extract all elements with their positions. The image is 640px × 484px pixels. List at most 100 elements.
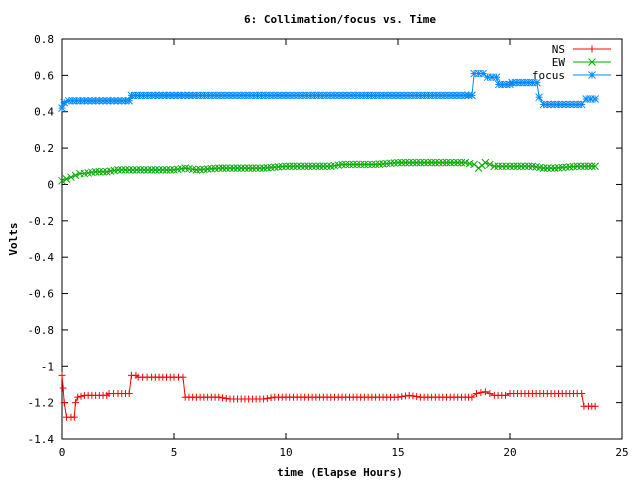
data-point	[577, 162, 585, 171]
data-point	[71, 171, 80, 180]
data-point	[431, 158, 440, 167]
data-point	[513, 162, 522, 171]
data-point	[99, 167, 107, 176]
data-point	[260, 395, 268, 403]
data-point	[166, 91, 175, 100]
data-point	[155, 166, 163, 174]
data-point	[533, 78, 541, 87]
x-tick-label: 5	[171, 446, 178, 459]
data-point	[60, 98, 69, 107]
data-point	[543, 164, 552, 172]
data-point	[547, 164, 555, 172]
data-point	[539, 164, 548, 172]
data-point	[70, 413, 78, 421]
data-point	[74, 393, 82, 401]
data-point	[215, 393, 223, 401]
y-axis-label: Volts	[7, 222, 20, 255]
data-point	[95, 96, 104, 105]
data-point	[151, 166, 160, 174]
data-point	[226, 164, 234, 172]
data-point	[405, 391, 413, 399]
data-point	[465, 159, 474, 168]
data-point	[412, 158, 421, 167]
x-tick-label: 20	[503, 446, 516, 459]
data-point	[256, 164, 264, 172]
data-point	[409, 158, 417, 167]
data-point	[289, 162, 298, 171]
data-point	[77, 392, 85, 400]
data-point	[591, 95, 599, 103]
data-point	[125, 166, 134, 174]
y-tick-label: 0.8	[34, 33, 54, 46]
data-point	[64, 96, 73, 105]
data-point	[300, 162, 309, 171]
data-point	[132, 166, 141, 174]
data-point	[144, 166, 152, 174]
data-point	[502, 391, 510, 399]
data-point	[457, 158, 466, 167]
data-point	[446, 158, 455, 167]
y-tick-label: 0	[47, 178, 54, 191]
data-point	[490, 162, 499, 171]
data-point	[315, 162, 324, 171]
y-tick-label: -0.4	[28, 251, 55, 264]
series-ew	[58, 158, 599, 185]
data-point	[244, 164, 253, 172]
data-point	[147, 91, 156, 100]
data-point	[397, 158, 406, 167]
data-point	[323, 162, 331, 171]
data-point	[405, 158, 414, 167]
data-point	[502, 162, 510, 171]
data-point	[158, 166, 167, 174]
x-tick-label: 15	[391, 446, 404, 459]
data-point	[479, 69, 487, 78]
data-point	[524, 162, 533, 171]
data-point	[364, 160, 372, 169]
data-point	[517, 162, 526, 171]
data-point	[413, 393, 421, 401]
data-point	[91, 96, 100, 105]
data-point	[319, 162, 328, 171]
legend-marker	[588, 71, 596, 79]
series-ns	[58, 371, 599, 421]
data-point	[409, 392, 417, 400]
data-point	[162, 166, 171, 174]
data-point	[308, 162, 316, 171]
data-point	[140, 166, 148, 174]
y-tick-label: -1.4	[28, 433, 55, 446]
data-point	[263, 394, 271, 402]
data-point	[121, 166, 130, 174]
data-point	[435, 158, 443, 167]
data-point	[59, 384, 67, 392]
data-point	[578, 390, 586, 398]
data-point	[461, 158, 470, 167]
data-point	[509, 162, 518, 171]
legend-marker	[588, 45, 596, 53]
chart-title: 6: Collimation/focus vs. Time	[244, 13, 436, 26]
data-point	[401, 392, 409, 400]
data-point	[267, 394, 275, 402]
data-point	[173, 91, 182, 100]
data-point	[237, 164, 246, 172]
data-point	[293, 162, 302, 171]
data-point	[67, 173, 75, 182]
x-tick-label: 0	[59, 446, 66, 459]
data-point	[58, 371, 66, 379]
data-point	[338, 160, 346, 169]
data-point	[470, 160, 479, 169]
data-point	[58, 176, 66, 185]
x-tick-label: 25	[615, 446, 628, 459]
data-point	[218, 164, 227, 172]
data-point	[341, 160, 350, 169]
data-point	[282, 162, 290, 171]
data-point	[136, 166, 145, 174]
x-tick-label: 10	[279, 446, 292, 459]
data-point	[60, 399, 68, 407]
data-point	[562, 100, 570, 109]
data-point	[577, 100, 586, 109]
data-point	[468, 393, 476, 401]
data-point	[521, 162, 529, 171]
data-point	[222, 394, 230, 402]
data-point	[114, 166, 122, 174]
